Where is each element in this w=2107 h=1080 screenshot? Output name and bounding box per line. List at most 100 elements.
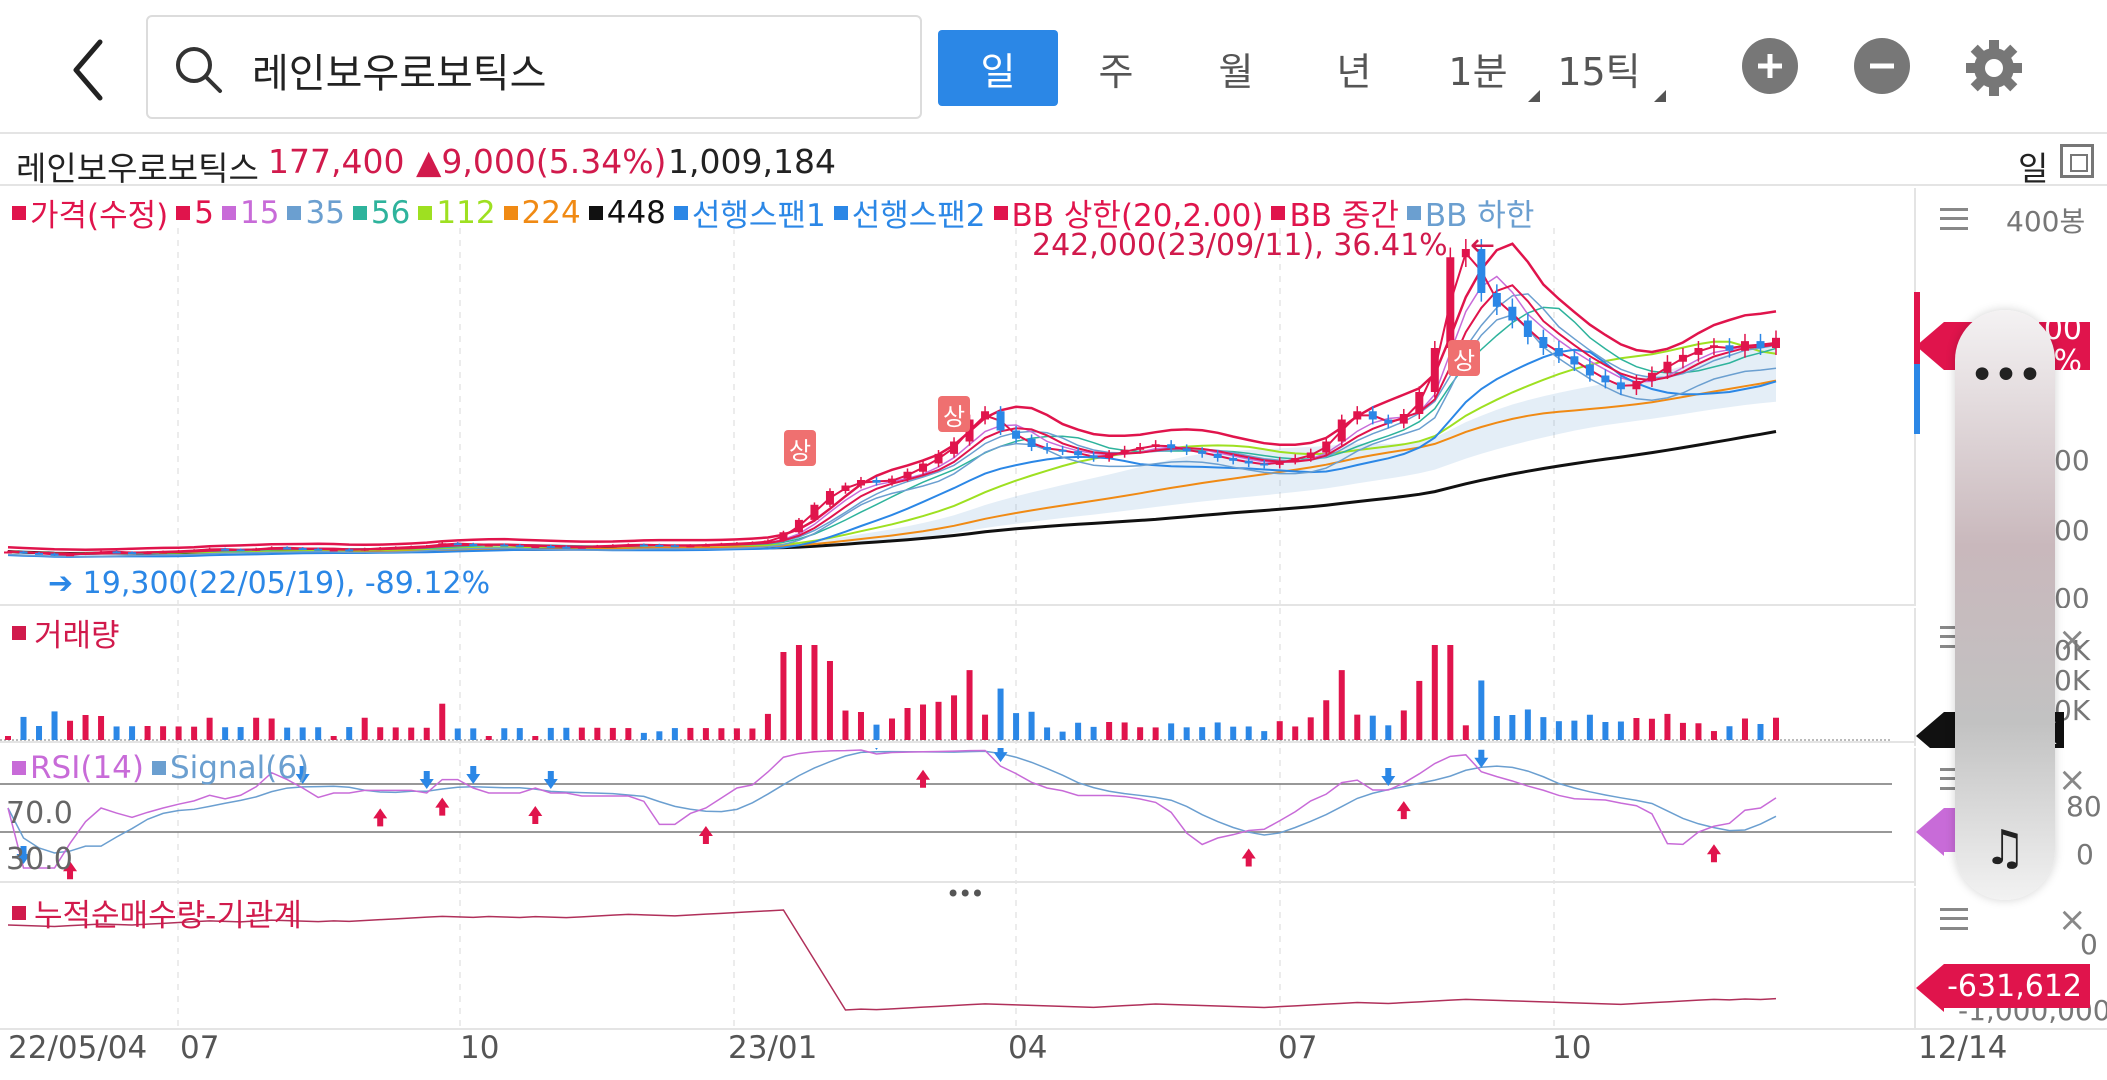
menu-icon[interactable] (1940, 768, 1968, 790)
legend-item[interactable]: Signal(6) (152, 750, 309, 786)
tab-period-1min[interactable]: 1분 (1430, 30, 1540, 106)
candle-body (841, 485, 850, 491)
legend-swatch (588, 205, 603, 220)
candle-body (1244, 460, 1253, 464)
candle-body (996, 411, 1005, 431)
flow-pane-title: 누적순매수량-기관계 (12, 890, 302, 935)
legend-item[interactable]: 15 (222, 195, 279, 231)
institutional-flow-chart[interactable] (0, 888, 1914, 1026)
candle-body (1415, 392, 1424, 414)
tab-period-day[interactable]: 일 (938, 30, 1058, 106)
legend-item[interactable]: 224 (503, 195, 581, 231)
leading-span-1-line (7, 348, 1777, 558)
close-pane-icon[interactable]: × (2058, 760, 2087, 800)
volume-chart[interactable] (0, 608, 1914, 744)
back-button[interactable] (60, 30, 130, 110)
candle-body (128, 552, 137, 555)
more-indicator-icon[interactable]: ••• (946, 880, 984, 908)
volume-bar (1276, 721, 1283, 740)
zoom-in-button[interactable] (1742, 38, 1798, 94)
volume-bar (594, 727, 601, 740)
candle-body (1275, 460, 1284, 465)
volume-bar (687, 727, 694, 740)
volume-bar (1431, 645, 1438, 740)
candle-body (19, 551, 28, 554)
legend-label: 선행스팬2 (851, 198, 986, 234)
zoom-out-button[interactable] (1854, 38, 1910, 94)
more-options-icon[interactable]: ••• (1969, 350, 2043, 401)
legend-swatch (503, 205, 518, 220)
settings-button[interactable] (1962, 36, 2026, 100)
legend-item[interactable]: BB 중간 (1271, 190, 1399, 235)
rsi-chart[interactable] (0, 748, 1914, 884)
candle-body (1477, 249, 1486, 293)
menu-icon[interactable] (1940, 908, 1968, 930)
candle-body (1709, 345, 1718, 348)
legend-label: 35 (305, 194, 345, 231)
legend-item[interactable]: 35 (287, 194, 345, 231)
close-pane-icon[interactable]: × (2058, 900, 2087, 940)
limit-up-badge: 상 (784, 430, 816, 466)
candle-body (97, 551, 106, 554)
max-price-annotation: 242,000(23/09/11), 36.41% (1032, 228, 1448, 263)
candle-body (701, 544, 710, 547)
candle-body (1740, 341, 1749, 351)
sell-arrow-icon (419, 771, 434, 789)
tab-period-month[interactable]: 월 (1188, 30, 1284, 106)
price-axis-value: 00 (2054, 514, 2090, 547)
legend-item[interactable]: 56 (352, 195, 410, 231)
volume-bar (113, 726, 120, 740)
tab-period-year[interactable]: 년 (1306, 30, 1402, 106)
volume-bar (1137, 727, 1144, 740)
expand-chart-button[interactable] (2060, 144, 2094, 178)
tab-period-week[interactable]: 주 (1068, 30, 1164, 106)
sell-arrow-icon (1474, 749, 1489, 768)
candle-body (1151, 444, 1160, 447)
volume-bar (1679, 722, 1686, 740)
search-icon (176, 47, 222, 93)
volume-bar (1571, 720, 1578, 740)
tab-label: 년 (1336, 49, 1372, 94)
candle-body (919, 463, 928, 472)
candle-body (360, 548, 369, 551)
search-input[interactable]: 레인보우로보틱스 (146, 15, 922, 119)
tab-period-15tick[interactable]: 15틱 (1546, 30, 1666, 106)
legend-item[interactable]: 선행스팬1 (673, 190, 826, 235)
flow-line (7, 909, 1777, 1011)
legend-item[interactable]: BB 하한 (1406, 190, 1534, 235)
date-label: 23/01 (728, 1030, 818, 1066)
legend-item[interactable]: 448 (588, 195, 666, 231)
price-chart[interactable] (0, 188, 1914, 606)
bar-count-label: 400봉 (2006, 205, 2086, 238)
close-pane-icon[interactable]: × (2058, 620, 2087, 660)
legend-item[interactable]: 선행스팬2 (833, 190, 986, 235)
legend-item[interactable]: 112 (418, 195, 496, 231)
legend-label: 15 (240, 194, 280, 231)
candle-body (35, 552, 44, 555)
candle-body (1306, 452, 1315, 458)
volume-bar (1462, 725, 1469, 740)
legend-label: Signal(6) (170, 750, 310, 786)
volume-bar (377, 727, 384, 740)
volume-bar (330, 736, 337, 740)
menu-icon[interactable] (1940, 208, 1968, 230)
legend-item[interactable]: BB 상한(20,2.00) (993, 190, 1263, 235)
candle-body (1725, 345, 1734, 351)
volume-bar (206, 717, 213, 740)
candle-body (1678, 354, 1687, 362)
music-note-icon[interactable]: ♫ (1983, 820, 2027, 876)
volume-bar (1741, 718, 1748, 740)
chevron-left-icon (73, 39, 103, 101)
volume-bar (935, 701, 942, 740)
volume-bar (485, 736, 492, 740)
candle-body (717, 543, 726, 546)
volume-bar (671, 728, 678, 740)
legend-item[interactable]: 5 (176, 195, 214, 231)
volume-bar (811, 645, 818, 740)
legend-item[interactable]: RSI(14) (12, 750, 144, 786)
volume-bar (361, 717, 368, 740)
ma-5-line (7, 251, 1777, 556)
menu-icon[interactable] (1940, 626, 1968, 648)
legend-item[interactable]: 가격(수정) (12, 190, 168, 235)
legend-label: 가격(수정) (30, 198, 169, 234)
